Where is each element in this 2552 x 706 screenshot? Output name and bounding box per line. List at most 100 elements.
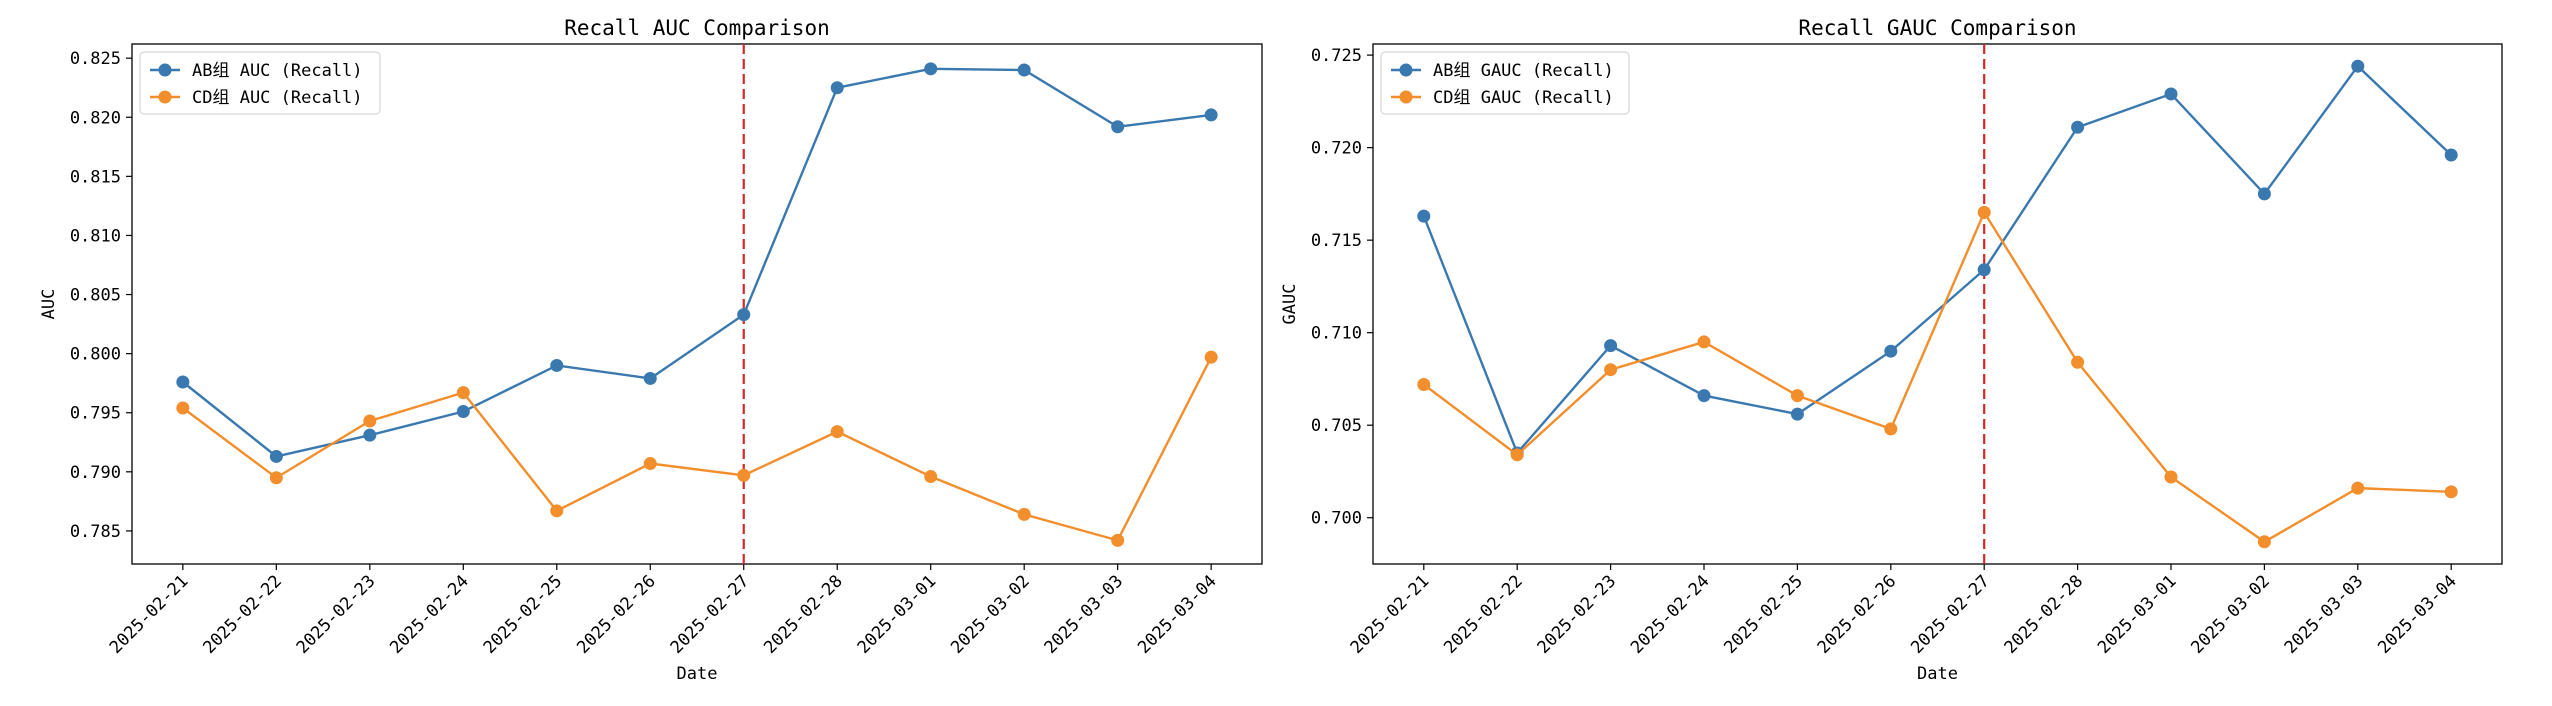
- series-2-point: [1884, 422, 1898, 436]
- y-tick-label: 0.715: [1311, 231, 1362, 251]
- x-tick-label: 2025-02-26: [1814, 571, 1901, 658]
- y-tick-label: 0.800: [70, 345, 121, 365]
- charts-root: Recall AUC Comparison 0.785 0.790 0.795 0.80…: [39, 16, 2503, 684]
- legend-box: [139, 51, 381, 115]
- series-1-point: [924, 62, 938, 76]
- series-1-point: [830, 81, 844, 95]
- x-tick-label: 2025-03-03: [2281, 571, 2368, 658]
- series-2-point: [924, 470, 938, 484]
- series-line-2: [182, 356, 1213, 542]
- y-tick-label: 0.815: [70, 167, 121, 187]
- legend: AB组 AUC (Recall) CD组 AUC (Recall): [139, 51, 381, 115]
- x-tick-label: 2025-03-03: [1041, 571, 1128, 658]
- series-2-point: [643, 457, 657, 471]
- chart-panel-2: Recall GAUC Comparison 0.700 0.705 0.710 0.7…: [1280, 16, 2503, 684]
- legend-entry: AB组 AUC (Recall): [192, 61, 363, 81]
- plot-frame: [131, 43, 1263, 565]
- chart-panel-1: Recall AUC Comparison 0.785 0.790 0.795 0.80…: [39, 16, 1263, 684]
- series-1-point: [1111, 120, 1125, 134]
- series-2-point: [1604, 363, 1618, 377]
- x-tick-label: 2025-02-21: [106, 571, 193, 658]
- y-axis-label: AUC: [39, 289, 59, 320]
- legend-entry: CD组 GAUC (Recall): [1433, 88, 1614, 108]
- legend-marker: [1399, 90, 1413, 104]
- series-2-point: [456, 386, 470, 400]
- legend-entry: CD组 AUC (Recall): [192, 88, 363, 108]
- y-tick-label: 0.805: [70, 286, 121, 306]
- x-axis-label: Date: [1917, 664, 1958, 684]
- series-1-point: [1017, 63, 1031, 77]
- series-1-point: [176, 375, 190, 389]
- x-tick-label: 2025-02-23: [293, 571, 380, 658]
- x-tick-label: 2025-02-26: [573, 571, 660, 658]
- x-tick-label: 2025-02-25: [1720, 571, 1807, 658]
- series-2-point: [1790, 389, 1804, 403]
- series-1-point: [2444, 148, 2458, 162]
- series-1-point: [1884, 344, 1898, 358]
- series-1-point: [1204, 108, 1218, 122]
- y-tick-label: 0.790: [70, 463, 121, 483]
- y-tick-label: 0.785: [70, 522, 121, 542]
- y-tick-label: 0.795: [70, 404, 121, 424]
- series-2-point: [1697, 335, 1711, 349]
- legend-marker: [1399, 63, 1413, 77]
- series-1-point: [2071, 120, 2085, 134]
- series-2-point: [2257, 535, 2271, 549]
- series-2-point: [550, 504, 564, 518]
- series-1-point: [2164, 87, 2178, 101]
- chart-title: Recall AUC Comparison: [564, 16, 830, 40]
- series-1-point: [1417, 209, 1431, 223]
- series-line-1: [1422, 64, 2453, 456]
- legend-entry: AB组 GAUC (Recall): [1433, 61, 1614, 81]
- series-1-point: [1697, 389, 1711, 403]
- series-1-point: [1790, 407, 1804, 421]
- x-tick-label: 2025-03-01: [854, 571, 941, 658]
- series-2-point: [363, 414, 377, 428]
- x-tick-label: 2025-03-04: [1134, 571, 1221, 658]
- y-tick-label: 0.825: [70, 49, 121, 69]
- x-tick-label: 2025-03-04: [2374, 571, 2461, 658]
- series-2-point: [2071, 355, 2085, 369]
- series-2-point: [2444, 485, 2458, 499]
- x-tick-label: 2025-02-23: [1534, 571, 1621, 658]
- legend-marker: [158, 90, 172, 104]
- x-tick-label: 2025-02-25: [480, 571, 567, 658]
- x-tick-label: 2025-02-24: [1627, 571, 1714, 658]
- series-line-1: [182, 67, 1212, 458]
- series-2-point: [1204, 350, 1218, 364]
- series-2-point: [830, 425, 844, 439]
- series-1-point: [2257, 187, 2271, 201]
- plot-frame: [1372, 43, 2503, 565]
- legend-box: [1380, 51, 1630, 115]
- series-2-point: [2164, 470, 2178, 484]
- x-tick-label: 2025-02-28: [2001, 571, 2088, 658]
- y-tick-label: 0.720: [1311, 139, 1362, 159]
- x-tick-label: 2025-02-24: [386, 571, 473, 658]
- y-axis-label: GAUC: [1280, 284, 1300, 325]
- x-tick-label: 2025-03-02: [2187, 571, 2274, 658]
- x-tick-label: 2025-02-22: [1440, 571, 1527, 658]
- x-tick-label: 2025-02-28: [760, 571, 847, 658]
- x-tick-label: 2025-03-01: [2094, 571, 2181, 658]
- legend-marker: [158, 63, 172, 77]
- series-2-point: [1111, 533, 1125, 547]
- y-tick-label: 0.810: [70, 226, 121, 246]
- legend: AB组 GAUC (Recall) CD组 GAUC (Recall): [1380, 51, 1630, 115]
- series-2-point: [1977, 205, 1991, 219]
- series-1-point: [737, 308, 751, 322]
- series-line-2: [1423, 209, 2452, 544]
- series-1-point: [1604, 339, 1618, 353]
- x-tick-label: 2025-02-21: [1347, 571, 1434, 658]
- x-tick-label: 2025-03-02: [947, 571, 1034, 658]
- series-2-point: [269, 471, 283, 485]
- x-tick-label: 2025-02-27: [667, 571, 754, 658]
- series-2-point: [1417, 377, 1431, 391]
- series-2-point: [1017, 507, 1031, 521]
- series-1-point: [456, 405, 470, 419]
- x-axis-label: Date: [677, 664, 718, 684]
- series-1-point: [269, 449, 283, 463]
- series-1-point: [1977, 263, 1991, 277]
- y-tick-label: 0.700: [1311, 509, 1362, 529]
- series-1-point: [643, 371, 657, 385]
